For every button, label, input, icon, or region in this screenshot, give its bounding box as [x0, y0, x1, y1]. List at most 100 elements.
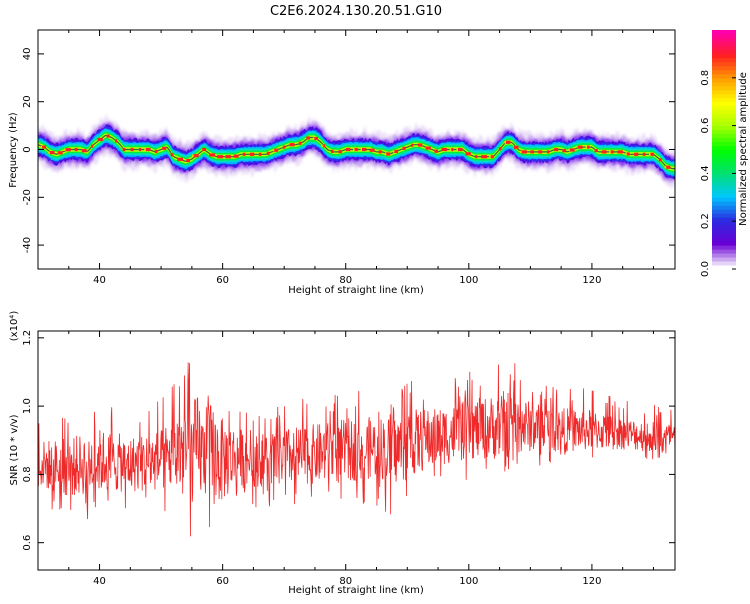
colorbar-strip	[712, 157, 736, 162]
spectrogram-peak	[451, 147, 454, 152]
spectrogram-peak	[306, 136, 310, 140]
spectrogram-xtick-label: 80	[339, 275, 352, 286]
colorbar-strip	[712, 129, 736, 135]
spectrogram-peak-edge	[568, 148, 570, 152]
snr-xlabel: Height of straight line (km)	[288, 585, 424, 596]
spectrogram-peak	[186, 158, 190, 163]
colorbar-strip	[712, 221, 736, 226]
spectrogram-peak-edge	[40, 145, 43, 149]
spectrogram-peak-edge	[272, 149, 275, 152]
spectrogram-peak	[650, 152, 654, 156]
spectrogram-peak	[57, 151, 63, 155]
colorbar-strip	[712, 169, 736, 174]
colorbar-tick-label: 0.4	[700, 165, 711, 181]
spectrogram-peak	[193, 154, 199, 158]
spectrogram-peak-edge	[321, 144, 324, 148]
spectrogram-peak	[130, 147, 134, 152]
spectrogram-peak	[74, 147, 78, 152]
spectrogram-ytick-label: -20	[22, 189, 33, 205]
colorbar-strip	[712, 37, 736, 43]
spectrogram-peak-edge	[664, 166, 667, 169]
spectrogram-peak	[202, 147, 207, 152]
snr-xtick-label: 100	[459, 576, 478, 587]
spectrogram-peak	[314, 136, 318, 141]
colorbar-strip	[712, 41, 736, 47]
spectrogram-peak	[122, 147, 126, 152]
snr-xtick-label: 40	[93, 576, 106, 587]
colorbar-strip	[712, 153, 736, 158]
spectrogram-peak	[42, 145, 47, 149]
colorbar-strip	[712, 217, 736, 222]
colorbar-strip	[712, 85, 736, 91]
spectrogram-peak	[258, 152, 262, 156]
colorbar-strip	[712, 81, 736, 87]
spectrogram-xtick-label: 100	[459, 275, 478, 286]
spectrogram-peak	[362, 147, 367, 152]
snr-ytick-label: 0.8	[22, 466, 33, 482]
spectrogram-peak	[530, 150, 534, 154]
spectrogram-peak	[394, 149, 398, 153]
spectrogram-peak	[154, 149, 158, 153]
spectrogram-peak	[411, 143, 414, 147]
spectrogram-ytick-label: -40	[22, 237, 33, 253]
spectrogram-peak	[378, 150, 382, 154]
spectrogram-peak	[242, 152, 246, 156]
spectrogram-peak	[331, 149, 334, 153]
spectrogram-peak	[217, 155, 224, 159]
spectrogram-peak	[587, 145, 590, 149]
colorbar: 0.0 0.2 0.4 0.6 0.8 Normalized spectral ampl…	[700, 30, 749, 277]
spectrogram-peak	[577, 145, 583, 149]
spectrogram-peak	[498, 147, 502, 151]
colorbar-strip	[712, 65, 736, 71]
colorbar-strip	[712, 49, 736, 55]
colorbar-label: Normalized spectral amplitude	[738, 72, 749, 226]
spectrogram-peak	[386, 152, 391, 156]
spectrogram-band	[38, 131, 675, 173]
spectrogram-peak-edge	[353, 148, 355, 151]
colorbar-strip	[712, 201, 736, 206]
spectrogram-peak	[274, 148, 279, 152]
spectrogram-peak	[465, 152, 471, 156]
spectrogram-peak	[106, 134, 110, 138]
spectrogram-peak-edge	[192, 154, 194, 157]
colorbar-strip	[712, 53, 736, 59]
snr-frame	[37, 330, 676, 571]
spectrogram-peak-edge	[393, 150, 395, 153]
colorbar-strip	[712, 69, 736, 75]
spectrogram-peak	[418, 143, 423, 147]
spectrogram-peak-edge	[64, 148, 66, 151]
colorbar-strip	[712, 73, 736, 79]
colorbar-strip	[712, 205, 736, 210]
colorbar-tick-label: 0.0	[700, 261, 711, 277]
spectrogram-peak	[634, 152, 639, 156]
colorbar-strip	[712, 265, 736, 270]
spectrogram-peak	[521, 150, 527, 154]
spectrogram-peak	[666, 165, 671, 169]
spectrogram-peak	[642, 152, 646, 156]
spectrogram-peak	[562, 149, 567, 153]
spectrogram-peak	[514, 145, 519, 149]
spectrogram-peak-edge	[625, 152, 627, 156]
colorbar-strip	[712, 189, 736, 194]
spectrogram-peak	[97, 137, 103, 142]
snr-series-line	[38, 362, 675, 537]
spectrogram-peak	[617, 150, 623, 154]
spectrogram-peak	[170, 153, 174, 157]
colorbar-strip	[712, 197, 736, 202]
colorbar-strip	[712, 241, 736, 246]
spectrogram-peak	[601, 150, 607, 154]
spectrogram-peak-edge	[520, 150, 522, 154]
spectrogram-peak-edge	[456, 148, 458, 151]
colorbar-strip	[712, 113, 736, 119]
colorbar-strip	[712, 45, 736, 51]
spectrogram-peak-edge	[312, 137, 315, 140]
snr-ytick-label: 1.0	[22, 398, 33, 414]
spectrogram-peak	[547, 150, 550, 154]
spectrogram-peak	[233, 154, 239, 158]
colorbar-strip	[712, 225, 736, 230]
spectrogram-peak-edge	[384, 152, 387, 156]
spectrogram-peak	[434, 149, 438, 153]
spectrogram-peak	[266, 151, 270, 155]
spectrogram-peak	[481, 155, 488, 159]
colorbar-strip	[712, 105, 736, 111]
